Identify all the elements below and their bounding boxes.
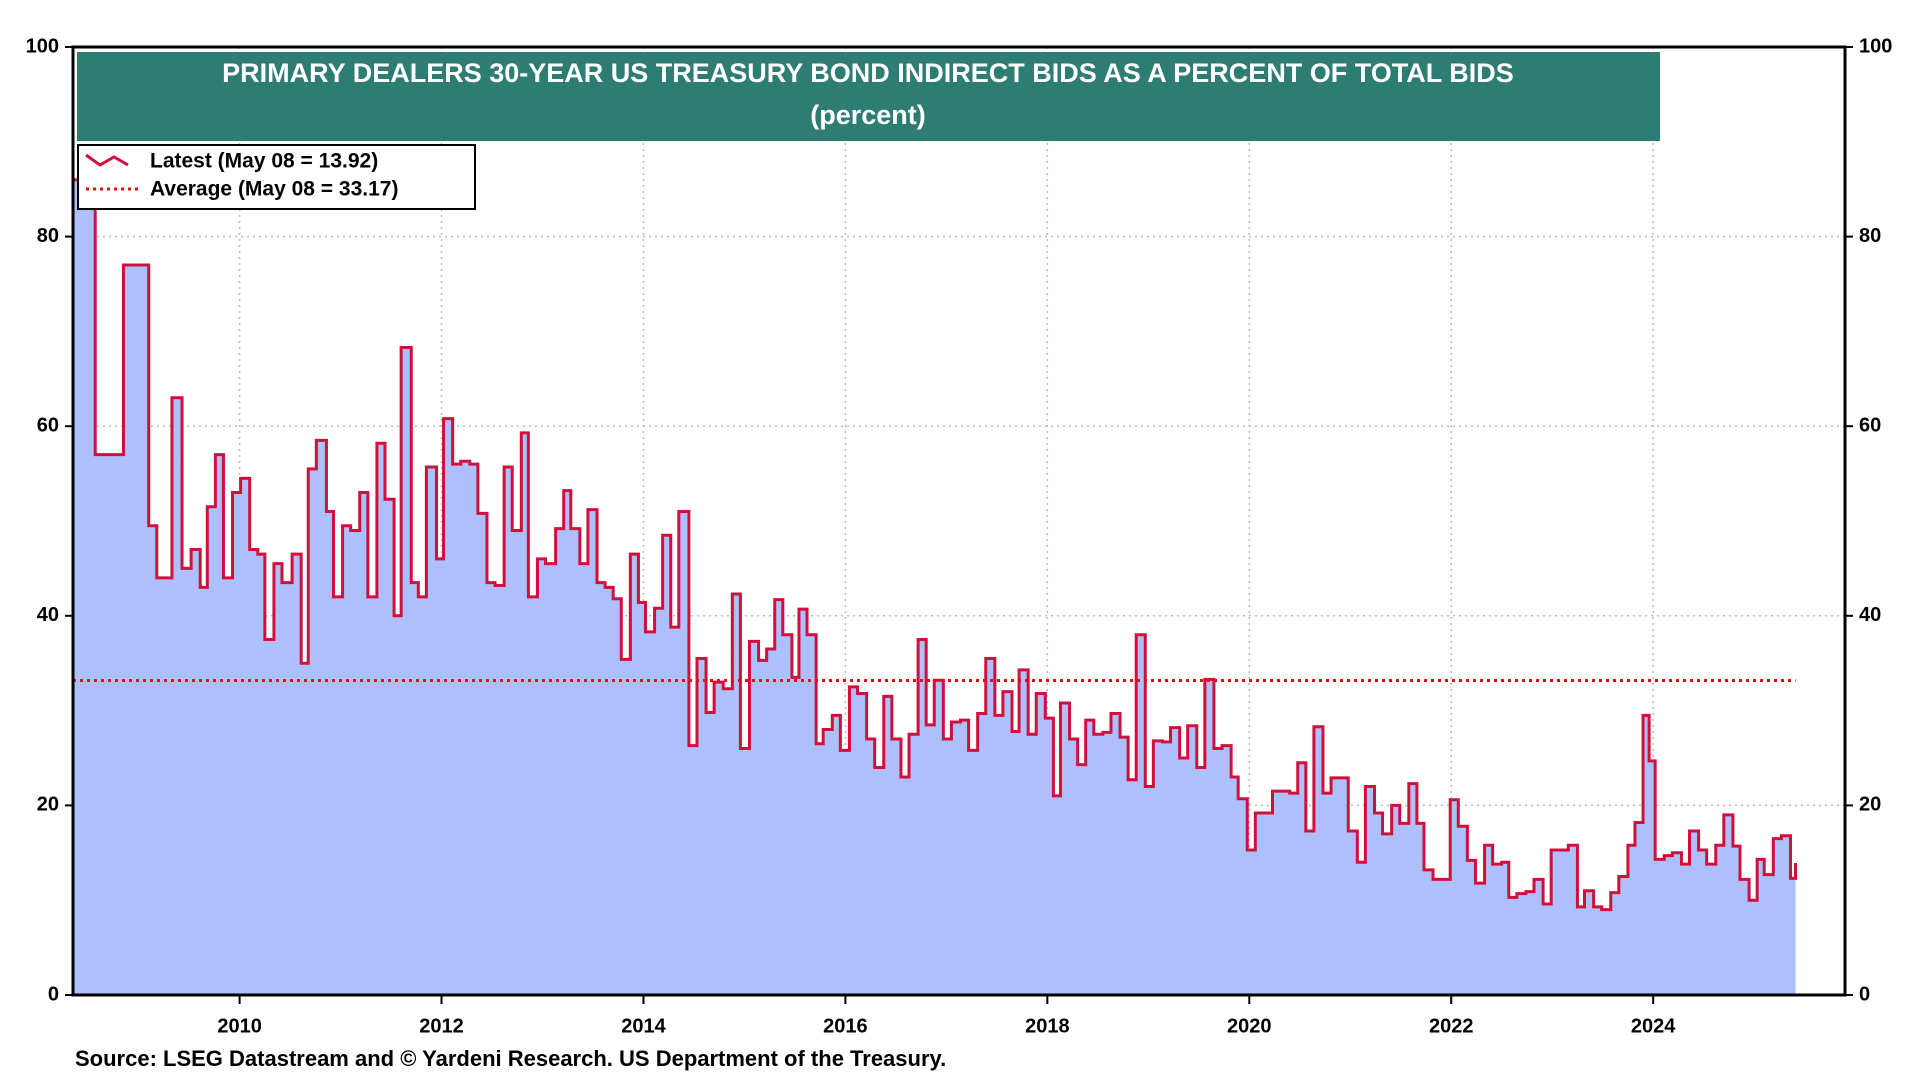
- y2-tick-label: 80: [1859, 225, 1881, 247]
- title-banner: [77, 52, 1660, 141]
- x-tick-label: 2020: [1227, 1015, 1272, 1037]
- source-note: Source: LSEG Datastream and © Yardeni Re…: [75, 1046, 946, 1071]
- legend-swatch: [85, 153, 129, 167]
- x-tick-label: 2018: [1025, 1015, 1070, 1037]
- area: [73, 179, 1796, 996]
- x-tick-label: 2016: [823, 1015, 868, 1037]
- x-tick-label: 2024: [1631, 1015, 1676, 1037]
- legend-box: [77, 144, 476, 210]
- y2-tick-label: 40: [1859, 604, 1881, 626]
- x-tick-label: 2014: [621, 1015, 666, 1037]
- y2-tick-label: 100: [1859, 35, 1892, 57]
- y-tick-label: 40: [37, 604, 59, 626]
- plot-frame: [71, 45, 1847, 997]
- y2-tick-label: 0: [1859, 983, 1870, 1005]
- y-tick-label: 0: [48, 983, 59, 1005]
- legend-label: Latest (May 08 = 13.92): [150, 150, 378, 173]
- chart-subtitle: (percent): [810, 100, 926, 130]
- x-tick-label: 2010: [217, 1015, 262, 1037]
- y-tick-label: 60: [37, 414, 59, 436]
- line: [73, 178, 1798, 912]
- y2-tick-label: 60: [1859, 414, 1881, 436]
- y2-tick-label: 20: [1859, 794, 1881, 816]
- chart-title: PRIMARY DEALERS 30-YEAR US TREASURY BOND…: [222, 58, 1514, 88]
- y-tick-label: 80: [37, 225, 59, 247]
- y-tick-label: 20: [37, 794, 59, 816]
- y-tick-label: 100: [26, 35, 59, 57]
- legend-label: Average (May 08 = 33.17): [150, 178, 398, 201]
- x-tick-label: 2022: [1429, 1015, 1474, 1037]
- x-tick-label: 2012: [419, 1015, 464, 1037]
